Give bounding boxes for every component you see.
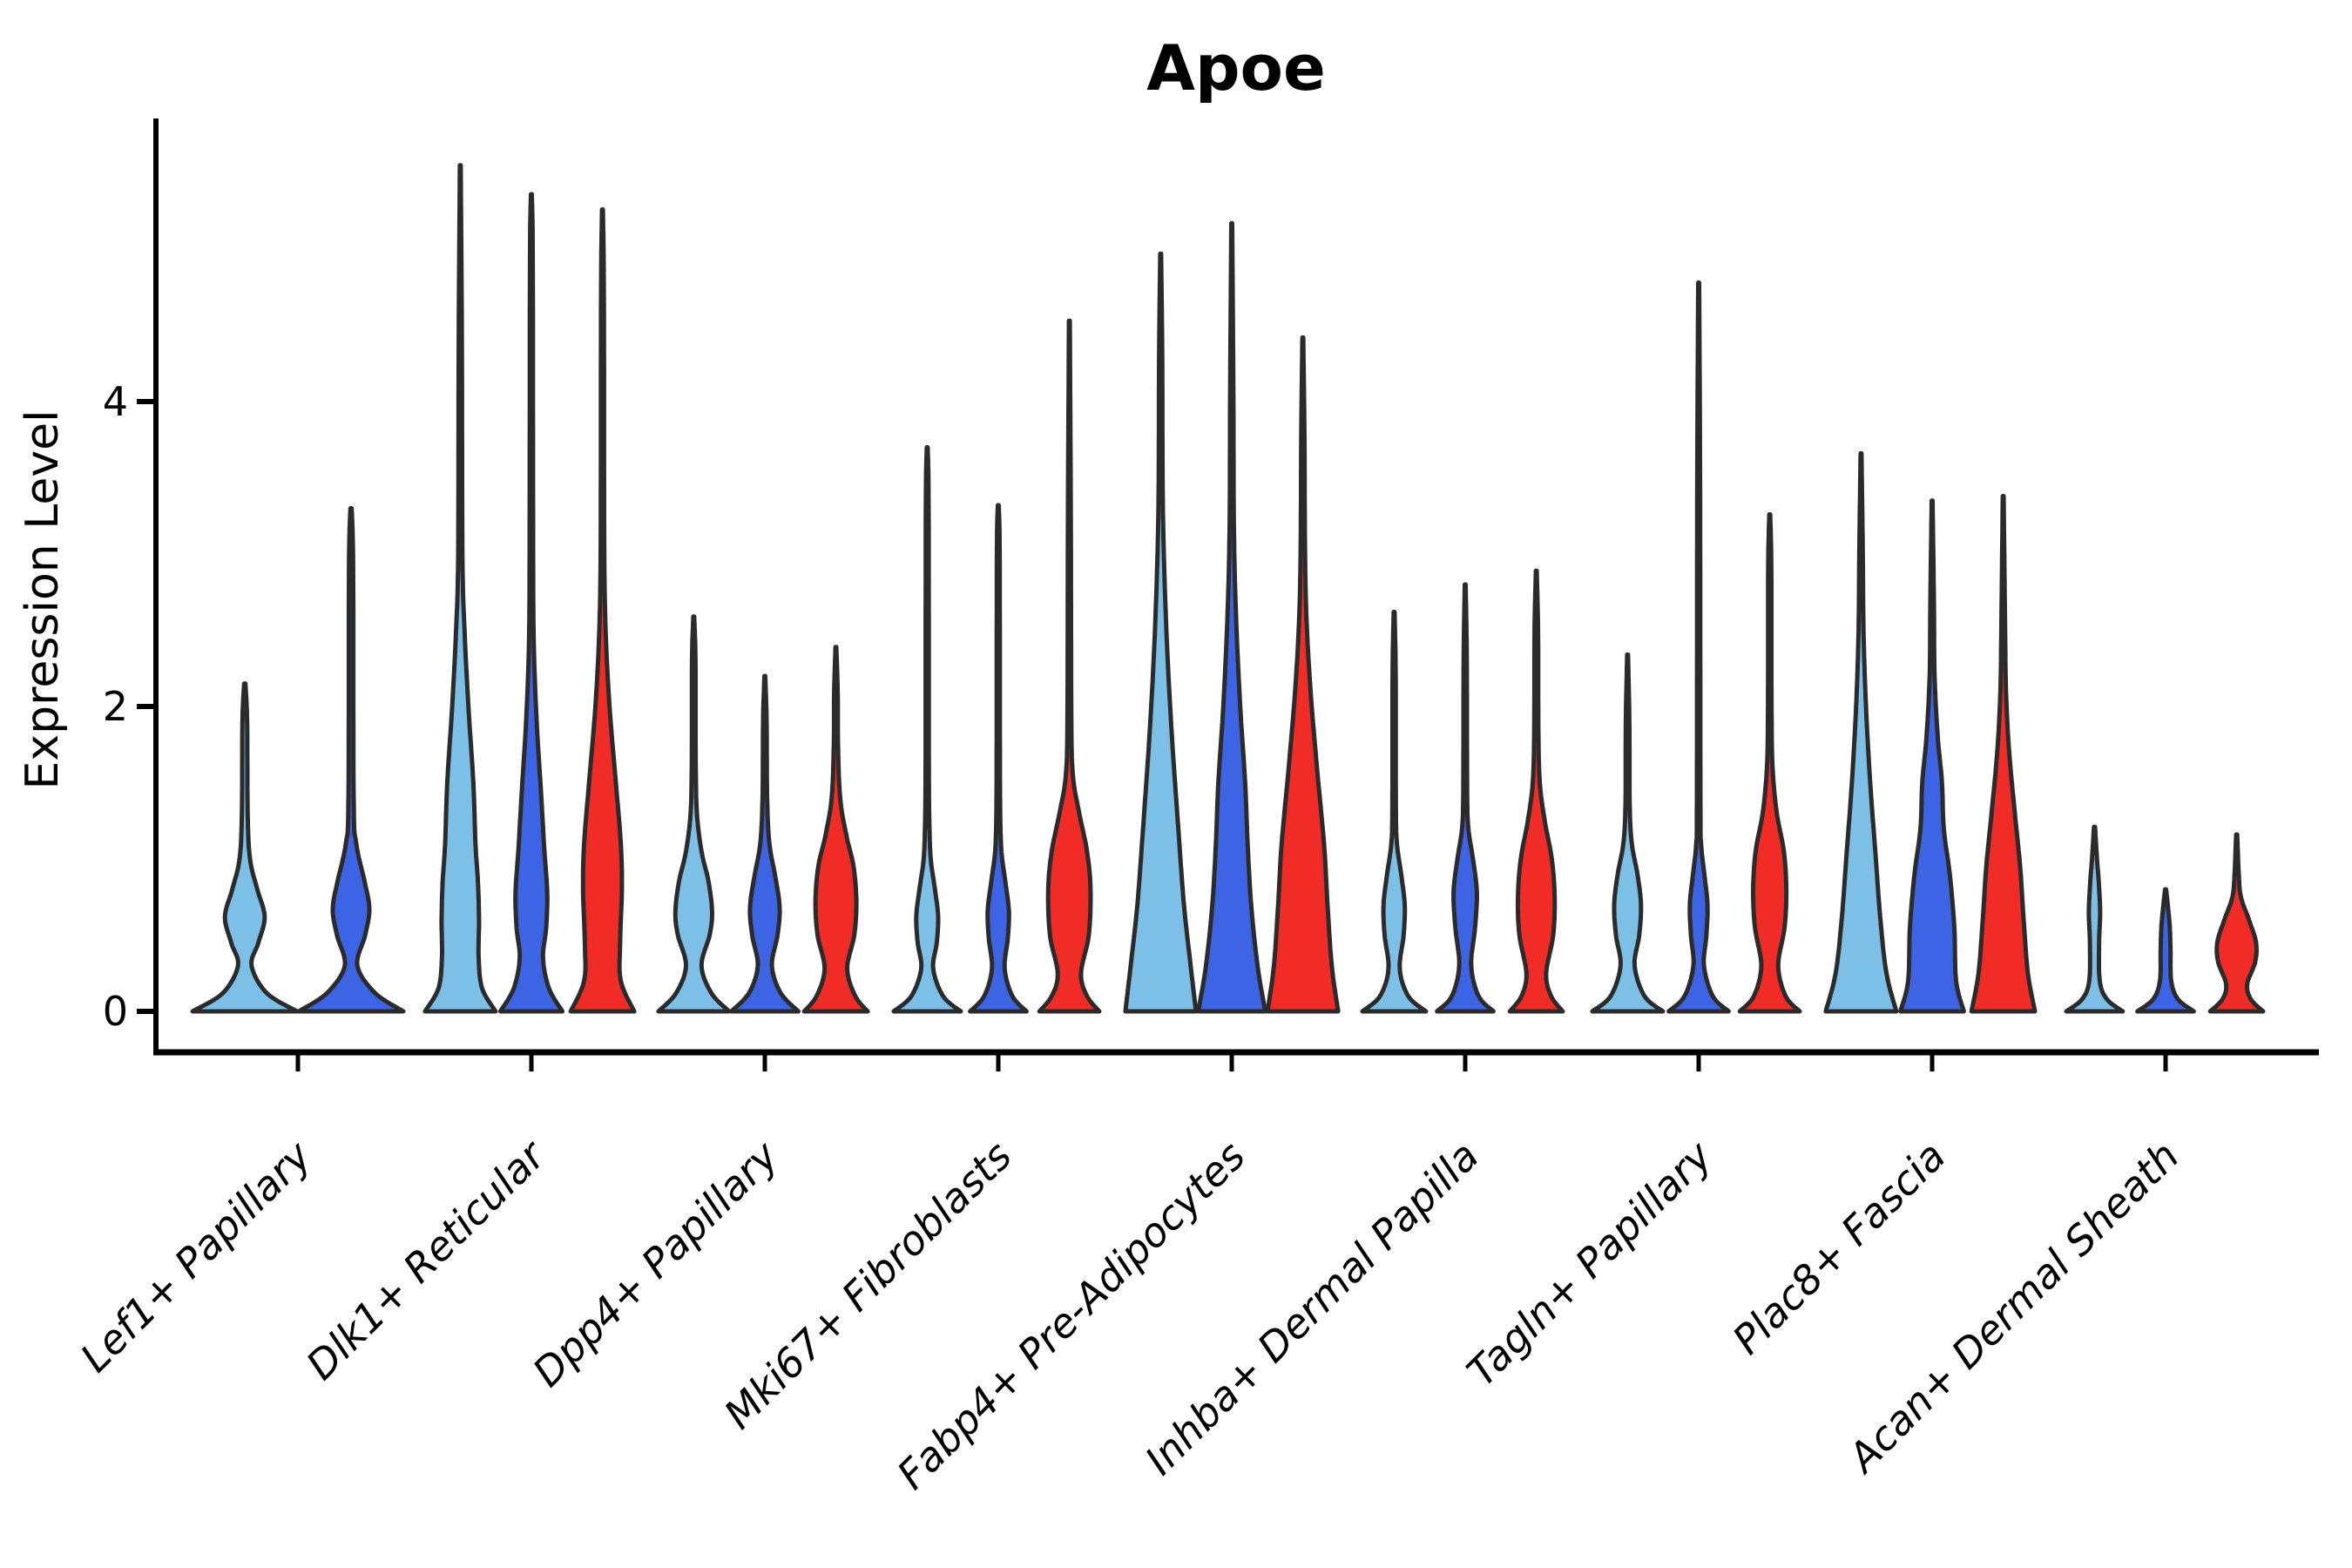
violin-9-series-1: [2064, 824, 2126, 1014]
violin-2-series-3: [568, 207, 637, 1014]
violin-3-series-1: [656, 614, 732, 1014]
violin-3-series-2: [729, 673, 801, 1014]
violin-4-series-3: [1037, 318, 1102, 1014]
x-tick-label-8: Plac8+ Fascia: [1723, 1132, 1954, 1363]
violin-1-series-2: [296, 506, 406, 1014]
violin-2-series-2: [497, 192, 565, 1014]
y-tick-label-2: 2: [103, 683, 128, 730]
violin-6-series-2: [1435, 582, 1496, 1014]
x-tick-label-2: Dlk1+ Reticular: [297, 1130, 556, 1389]
x-tick-label-1: Lef1+ Papillary: [71, 1132, 321, 1381]
violin-2-series-1: [422, 163, 498, 1014]
violin-9-series-2: [2135, 887, 2196, 1014]
violin-9-series-3: [2207, 832, 2266, 1014]
violin-1-series-1: [190, 681, 300, 1014]
violin-5-series-1: [1123, 251, 1199, 1014]
violin-6-series-1: [1360, 610, 1429, 1014]
chart-title: Apoe: [1146, 31, 1326, 105]
violin-8-series-3: [1969, 494, 2038, 1014]
violin-4-series-1: [891, 445, 963, 1014]
y-axis-title: Expression Level: [17, 409, 69, 789]
y-tick-label-4: 4: [103, 378, 128, 425]
violin-5-series-2: [1196, 220, 1267, 1014]
violin-8-series-1: [1823, 451, 1899, 1014]
violin-5-series-3: [1265, 335, 1341, 1014]
violin-8-series-2: [1898, 498, 1966, 1014]
x-tick-label-7: Tagln+ Papillary: [1457, 1132, 1721, 1396]
violin-7-series-2: [1666, 280, 1731, 1014]
violin-3-series-3: [801, 645, 870, 1014]
violin-4-series-2: [968, 503, 1029, 1014]
violin-7-series-3: [1737, 512, 1802, 1014]
y-tick-label-0: 0: [103, 988, 128, 1035]
violin-7-series-1: [1590, 652, 1666, 1014]
x-tick-label-3: Dpp4+ Papillary: [524, 1132, 787, 1396]
violin-6-series-3: [1507, 568, 1565, 1014]
